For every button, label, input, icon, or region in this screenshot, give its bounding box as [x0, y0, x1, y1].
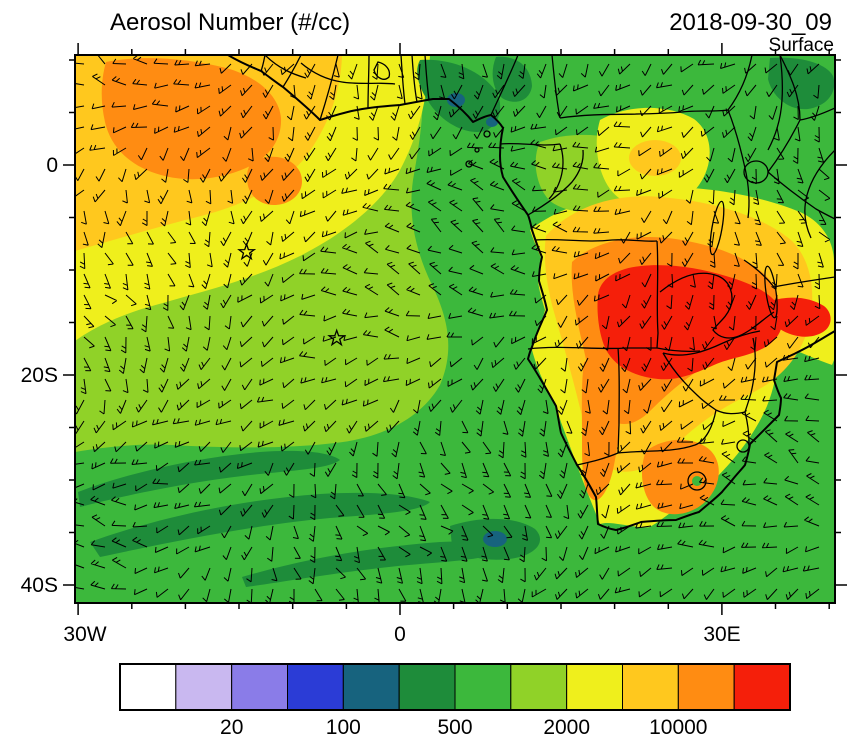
x-tick-label-30e: 30E	[703, 623, 740, 646]
plot-level: Surface	[769, 35, 834, 56]
lake-malawi	[764, 265, 778, 319]
colorbar-cell	[454, 663, 512, 711]
star-markers	[237, 242, 347, 347]
field-darkgreen-streak3	[242, 541, 496, 587]
colorbar-cell	[287, 663, 344, 711]
colorbar-cell	[342, 663, 400, 711]
colorbar-cell	[231, 663, 288, 711]
colorbar-tick-label: 500	[437, 716, 472, 739]
colorbar-tick-label: 20	[220, 716, 243, 739]
x-tick-label-0: 0	[394, 623, 406, 646]
colorbar-cell	[175, 663, 233, 711]
field-green-secoast	[560, 342, 834, 602]
colorbar-cell	[566, 663, 623, 711]
colorbar-tick-label: 2000	[543, 716, 590, 739]
lesotho-border	[687, 471, 707, 491]
colorbar-cells	[119, 663, 791, 711]
colorbar-frame	[119, 663, 791, 711]
colorbar-cell	[119, 663, 177, 711]
y-tick-label-40s: 40S	[21, 574, 58, 597]
field-east-red	[769, 297, 831, 337]
colorbar-cell	[677, 663, 735, 711]
coastline	[227, 56, 834, 531]
island-saotome	[465, 160, 473, 168]
star-marker	[327, 328, 347, 347]
colorbar-cell	[398, 663, 456, 711]
plot-datetime: 2018-09-30_09	[669, 9, 832, 36]
field-teal-gulf1	[447, 93, 465, 107]
field-africa-red	[597, 265, 783, 380]
axis-ticks	[63, 43, 847, 615]
field-namibia-orange	[581, 360, 620, 501]
colorbar-cell	[733, 663, 791, 711]
colorbar-tick-label: 10000	[649, 716, 707, 739]
field-darkgreen-streak1	[78, 450, 340, 507]
map-content	[76, 56, 834, 602]
eswatini-border	[736, 439, 750, 453]
y-tick-label-20s: 20S	[21, 364, 58, 387]
colorbar-cell	[622, 663, 679, 711]
colorbar-tick-label: 100	[326, 716, 361, 739]
star-marker	[237, 242, 257, 261]
field-eastafrica-gold	[629, 140, 681, 176]
island-bioko	[483, 130, 491, 138]
x-tick-label-30w: 30W	[63, 623, 106, 646]
plot-title: Aerosol Number (#/cc)	[110, 9, 350, 36]
colorbar-tick-labels: 20 100 500 2000 10000	[220, 716, 707, 739]
country-borders	[260, 56, 834, 491]
colorbar-cell	[510, 663, 568, 711]
field-orange-nw2	[247, 156, 302, 206]
colorbar: 20 100 500 2000 10000	[119, 663, 791, 739]
field-southafrica-orange	[641, 439, 719, 515]
wind-barbs	[76, 56, 831, 602]
map-frame	[74, 54, 836, 604]
y-tick-label-0: 0	[46, 154, 58, 177]
field-darkgreen-necorner	[768, 57, 834, 110]
field-lesotho-green	[692, 476, 702, 486]
field-teal-swspot	[483, 531, 507, 547]
field-darkgreen-streak2	[90, 492, 430, 557]
lake-tanganyika	[709, 200, 725, 256]
